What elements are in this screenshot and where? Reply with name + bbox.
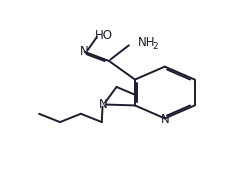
- Text: N: N: [80, 45, 89, 58]
- Text: HO: HO: [95, 29, 113, 42]
- Text: 2: 2: [152, 42, 158, 51]
- Text: N: N: [160, 113, 169, 126]
- Text: N: N: [99, 98, 108, 111]
- Text: NH: NH: [138, 36, 155, 49]
